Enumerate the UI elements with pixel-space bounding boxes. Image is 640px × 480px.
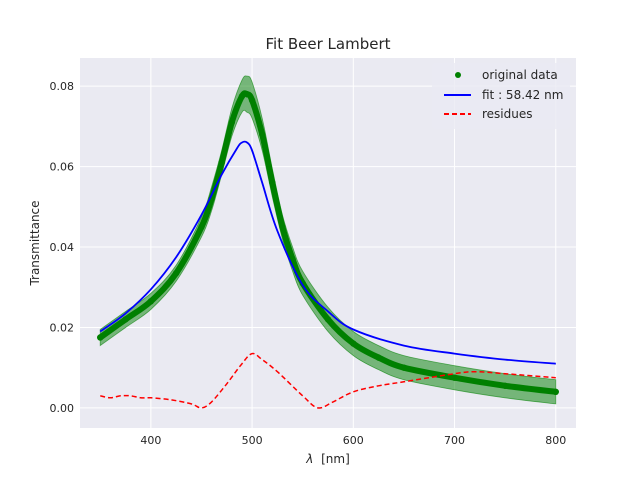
legend-label-residues: residues <box>482 107 533 121</box>
original-data-point <box>148 298 154 304</box>
original-data-point <box>553 389 559 395</box>
original-data-point <box>249 97 255 103</box>
original-data-point <box>229 119 235 125</box>
original-data-point <box>122 316 128 322</box>
original-data-point <box>401 364 407 370</box>
y-tick-label: 0.04 <box>50 241 75 254</box>
legend-label-fit: fit : 58.42 nm <box>482 88 563 102</box>
original-data-point <box>269 179 275 185</box>
original-data-point <box>219 159 225 165</box>
x-tick-label: 500 <box>242 434 263 447</box>
chart-title: Fit Beer Lambert <box>266 35 391 53</box>
y-tick-label: 0.02 <box>50 321 75 334</box>
x-tick-label: 600 <box>343 434 364 447</box>
x-axis-unit: [nm] <box>321 452 350 466</box>
original-data-point <box>451 375 457 381</box>
original-data-point <box>97 334 103 340</box>
legend: original data fit : 58.42 nm residues <box>432 63 570 129</box>
x-tick-label: 800 <box>545 434 566 447</box>
original-data-point <box>259 131 265 137</box>
original-data-point <box>375 354 381 360</box>
original-data-point <box>350 340 356 346</box>
y-tick-label: 0.08 <box>50 80 75 93</box>
x-tick-label: 400 <box>140 434 161 447</box>
y-tick-label: 0.06 <box>50 161 75 174</box>
y-tick-label: 0.00 <box>50 402 75 415</box>
x-axis-symbol: λ <box>305 452 313 466</box>
original-data-point <box>502 383 508 389</box>
original-data-point <box>244 91 250 97</box>
y-axis-label: Transmittance <box>28 200 42 286</box>
x-tick-label: 700 <box>444 434 465 447</box>
x-axis-label: λ [nm] <box>305 452 350 466</box>
legend-label-original-data: original data <box>482 68 558 82</box>
original-data-point <box>325 316 331 322</box>
legend-marker-original-data <box>455 72 461 78</box>
original-data-point <box>198 224 204 230</box>
original-data-point <box>279 224 285 230</box>
original-data-point <box>173 270 179 276</box>
